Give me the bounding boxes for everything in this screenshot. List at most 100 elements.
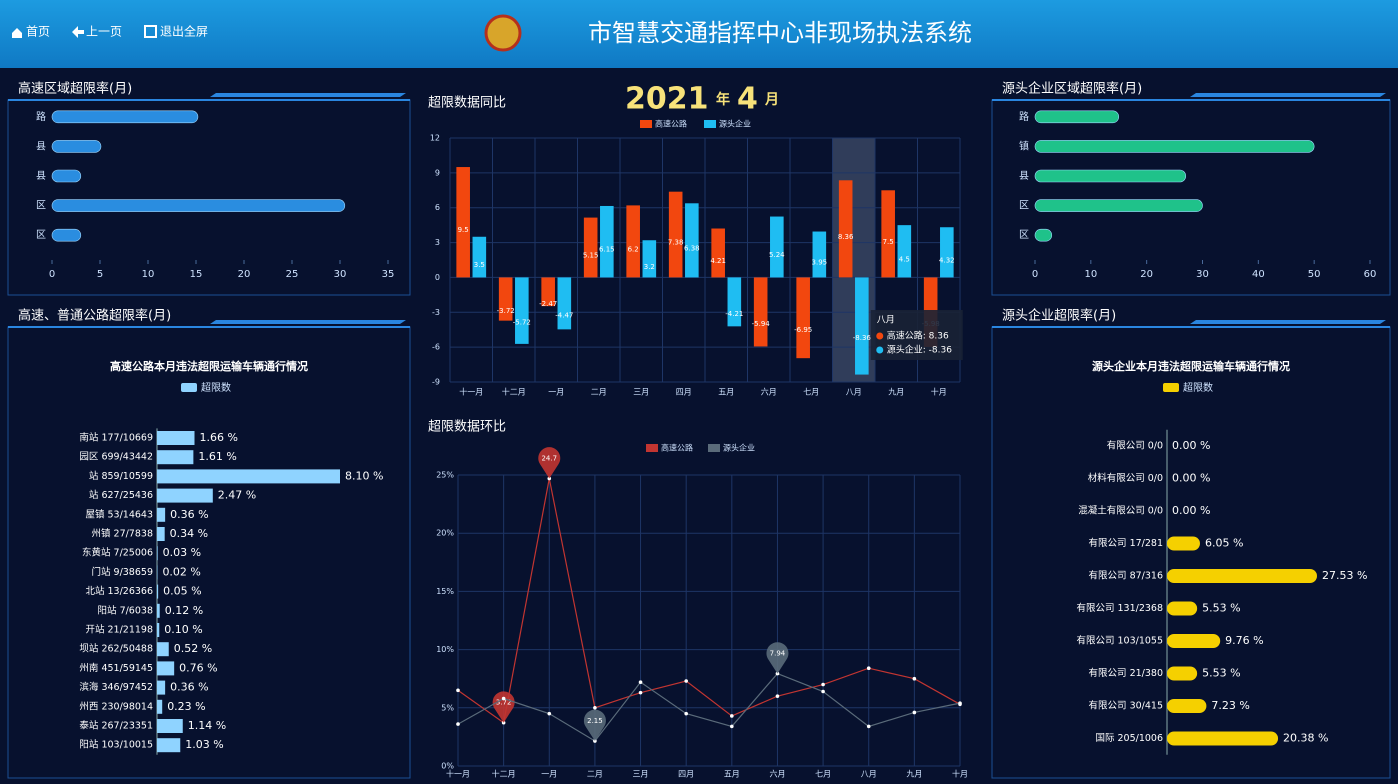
value-label: 1.03 % <box>185 738 223 751</box>
point <box>593 706 597 710</box>
bar <box>541 277 555 307</box>
value-label: 0.34 % <box>170 527 208 540</box>
x-tick-label: 四月 <box>678 770 694 779</box>
x-tick-label: 九月 <box>888 388 904 397</box>
category-label: 南站 177/10669 <box>79 432 153 444</box>
x-tick-label: 八月 <box>846 388 862 397</box>
point <box>547 711 552 716</box>
bar <box>157 623 160 637</box>
category-label: 有限公司 87/316 <box>1089 570 1163 582</box>
bar <box>1034 228 1053 242</box>
value-label: 6.2 <box>628 245 639 253</box>
y-tick-label: 9 <box>435 168 440 177</box>
point <box>456 722 460 726</box>
value-label: 0.00 % <box>1172 504 1210 517</box>
point <box>684 679 688 683</box>
panel-title-deco <box>1190 93 1386 97</box>
bar <box>711 228 725 278</box>
y-tick-label: 15% <box>436 587 454 596</box>
value-label: -6.95 <box>794 326 812 334</box>
bar <box>600 205 614 278</box>
category-label: 州西 230/98014 <box>79 701 153 712</box>
category-label: 泰站 267/23351 <box>79 720 153 732</box>
value-label: 1.14 % <box>188 719 226 732</box>
value-label: 5.15 <box>583 252 599 260</box>
line <box>457 672 961 742</box>
category-label: 站 627/25436 <box>89 489 153 501</box>
value-label: 0.76 % <box>179 661 217 674</box>
bar <box>727 277 742 327</box>
bar <box>583 217 598 278</box>
x-tick-label: 九月 <box>906 770 922 779</box>
x-tick-label: 一月 <box>541 770 557 779</box>
value-label: 6.05 % <box>1205 537 1243 550</box>
legend-label: 源头企业 <box>719 119 751 129</box>
bar <box>157 584 159 599</box>
y-tick-label: 5% <box>441 703 454 712</box>
y-tick-label: 25% <box>436 471 454 480</box>
panel-title-deco <box>1190 320 1386 324</box>
bar <box>157 603 160 618</box>
value-label: 6.38 <box>684 244 700 252</box>
nav-back[interactable]: 上一页 <box>86 25 122 39</box>
value-label: 0.12 % <box>165 604 203 617</box>
y-tick-label: 10% <box>436 645 454 654</box>
y-tick-label: 20% <box>436 529 454 538</box>
x-tick-label: 30 <box>1196 269 1209 280</box>
bar <box>1034 140 1315 153</box>
value-label: 0.02 % <box>162 565 200 578</box>
x-tick-label: 十二月 <box>492 769 516 779</box>
legend-label: 高速公路 <box>655 119 687 129</box>
x-tick-label: 50 <box>1308 269 1321 280</box>
value-label: 6.15 <box>599 246 615 254</box>
category-label: 有限公司 0/0 <box>1107 440 1163 452</box>
point <box>456 688 460 693</box>
category-label: 有限公司 17/281 <box>1089 537 1163 549</box>
nav-home[interactable]: 首页 <box>26 25 50 39</box>
x-tick-label: 20 <box>1140 269 1153 280</box>
value-label: 8.36 <box>838 233 854 241</box>
mark-pin-label: 3.72 <box>496 699 512 707</box>
x-tick-label: 0 <box>49 269 55 280</box>
x-tick-label: 35 <box>382 269 395 280</box>
bar <box>1034 169 1187 183</box>
point <box>775 694 780 698</box>
x-tick-label: 40 <box>1252 269 1265 280</box>
mark-pin-label: 24.7 <box>541 454 557 462</box>
legend-swatch <box>708 444 720 452</box>
panel-title: 源头企业区域超限率(月) <box>1002 81 1142 97</box>
x-tick-label: 5 <box>97 269 103 280</box>
x-tick-label: 二月 <box>587 770 603 779</box>
category-label: 县 <box>36 140 46 152</box>
point <box>730 714 734 718</box>
bar <box>1167 536 1200 551</box>
bar <box>796 277 810 359</box>
value-label: -3.72 <box>497 307 515 315</box>
category-label: 州南 451/59145 <box>79 662 153 674</box>
bar <box>770 216 784 278</box>
nav-exit-fullscreen[interactable]: 退出全屏 <box>160 24 208 39</box>
point <box>912 676 917 681</box>
back-icon <box>72 26 84 38</box>
value-label: 0.23 % <box>167 700 205 713</box>
legend-label: 源头企业 <box>723 443 755 453</box>
x-tick-label: 十一月 <box>446 769 470 779</box>
category-label: 开站 21/21198 <box>85 624 153 636</box>
category-label: 区 <box>36 200 46 212</box>
bar <box>157 450 194 465</box>
point <box>866 666 871 671</box>
panel-title-deco <box>210 93 406 97</box>
value-label: -5.72 <box>513 319 531 327</box>
bar <box>157 431 195 445</box>
mark-pin <box>492 691 515 723</box>
x-tick-label: 八月 <box>861 770 877 779</box>
bar <box>515 277 529 344</box>
category-label: 门站 9/38659 <box>92 566 154 578</box>
bar <box>157 546 158 561</box>
category-label: 区 <box>36 229 46 241</box>
bar <box>1167 666 1198 681</box>
bar <box>157 680 166 695</box>
bar <box>1167 601 1198 616</box>
category-label: 区 <box>1019 229 1029 241</box>
